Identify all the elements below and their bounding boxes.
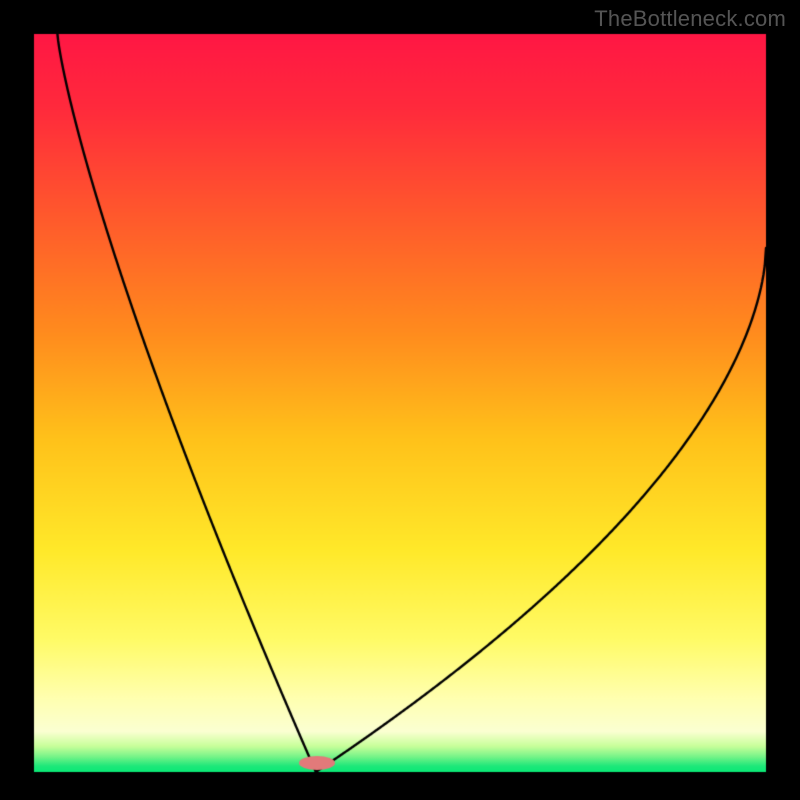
bottleneck-chart xyxy=(0,0,800,800)
watermark-text: TheBottleneck.com xyxy=(594,6,786,32)
